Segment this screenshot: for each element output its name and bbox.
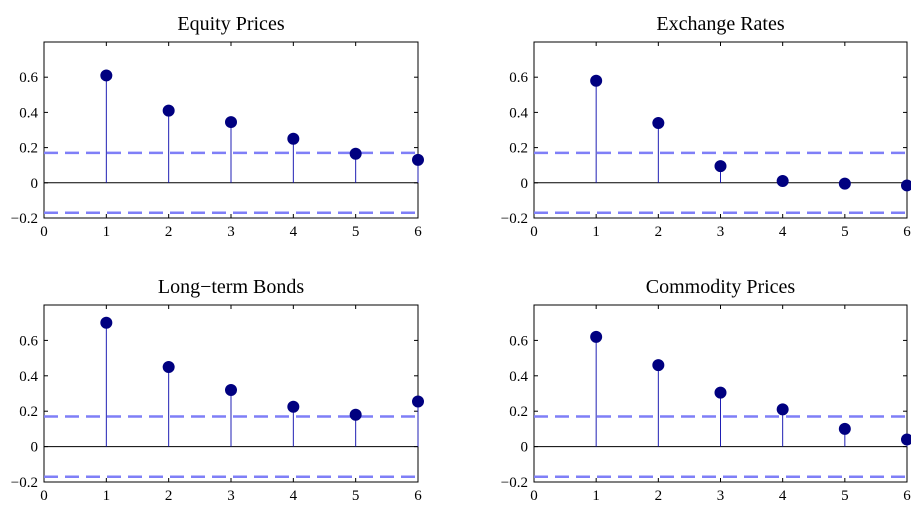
- stem-marker: [100, 69, 113, 82]
- x-tick-label: 2: [165, 488, 173, 504]
- x-tick-label: 5: [841, 224, 849, 240]
- stem-marker: [412, 153, 424, 166]
- y-tick-label: 0.4: [19, 369, 38, 385]
- y-tick-label: 0: [31, 440, 39, 456]
- x-tick-label: 6: [903, 488, 911, 504]
- x-tick-label: 1: [592, 224, 600, 240]
- stem-marker: [225, 383, 237, 396]
- chart-title: Commodity Prices: [646, 276, 796, 298]
- y-tick-label: 0.6: [19, 333, 38, 349]
- stem-marker: [287, 132, 300, 145]
- y-tick-label: 0.6: [509, 70, 528, 86]
- y-tick-label: 0.4: [19, 105, 38, 121]
- x-tick-label: 3: [227, 224, 235, 240]
- y-tick-label: 0.6: [19, 70, 38, 86]
- x-tick-label: 1: [103, 224, 111, 240]
- stem-marker: [776, 175, 789, 188]
- stem-marker: [590, 74, 603, 87]
- y-tick-label: 0.6: [509, 333, 528, 349]
- x-tick-label: 0: [40, 488, 48, 504]
- y-tick-label: 0: [31, 176, 39, 192]
- y-tick-label: −0.2: [501, 475, 528, 491]
- stem-marker: [349, 408, 362, 421]
- stem-marker: [590, 330, 603, 343]
- stem-marker: [287, 400, 300, 413]
- x-tick-label: 3: [717, 488, 725, 504]
- stem-marker: [162, 360, 175, 373]
- x-tick-label: 3: [717, 224, 725, 240]
- x-tick-label: 5: [352, 224, 360, 240]
- y-tick-label: 0.2: [509, 141, 528, 157]
- x-tick-label: 1: [592, 488, 600, 504]
- y-tick-label: −0.2: [11, 475, 38, 491]
- stem-marker: [162, 104, 175, 117]
- x-tick-label: 4: [779, 224, 787, 240]
- stem-marker: [776, 403, 789, 416]
- stem-marker: [412, 395, 424, 408]
- stem-marker: [349, 147, 362, 160]
- x-tick-label: 2: [165, 224, 173, 240]
- stem-marker: [901, 179, 911, 192]
- x-tick-label: 2: [655, 224, 663, 240]
- x-tick-label: 5: [352, 488, 360, 504]
- stem-marker: [714, 386, 727, 399]
- y-tick-label: 0.2: [19, 141, 38, 157]
- y-tick-label: 0: [521, 176, 529, 192]
- stem-marker: [100, 316, 113, 329]
- x-tick-label: 5: [841, 488, 849, 504]
- chart-title: Equity Prices: [177, 13, 284, 35]
- y-tick-label: 0.4: [509, 105, 528, 121]
- y-tick-label: −0.2: [501, 211, 528, 227]
- stem-marker: [652, 359, 665, 372]
- x-tick-label: 6: [903, 224, 911, 240]
- y-tick-label: 0.2: [19, 404, 38, 420]
- x-tick-label: 4: [779, 488, 787, 504]
- x-tick-label: 0: [530, 488, 538, 504]
- x-tick-label: 4: [290, 224, 298, 240]
- x-tick-label: 4: [290, 488, 298, 504]
- stem-marker: [838, 177, 851, 190]
- y-tick-label: −0.2: [11, 211, 38, 227]
- x-tick-label: 0: [40, 224, 48, 240]
- stem-marker: [225, 116, 237, 129]
- stem-marker: [714, 160, 727, 173]
- x-tick-label: 1: [103, 488, 111, 504]
- x-tick-label: 0: [530, 224, 538, 240]
- stem-marker: [901, 433, 911, 446]
- y-tick-label: 0.4: [509, 369, 528, 385]
- x-tick-label: 2: [655, 488, 663, 504]
- stem-marker: [838, 422, 851, 435]
- stem-marker: [652, 116, 665, 129]
- y-tick-label: 0: [521, 440, 529, 456]
- chart-title: Long−term Bonds: [158, 276, 304, 298]
- x-tick-label: 3: [227, 488, 235, 504]
- chart-title: Exchange Rates: [656, 13, 784, 35]
- x-tick-label: 6: [414, 224, 422, 240]
- y-tick-label: 0.2: [509, 404, 528, 420]
- axes-frame: [533, 41, 908, 219]
- x-tick-label: 6: [414, 488, 422, 504]
